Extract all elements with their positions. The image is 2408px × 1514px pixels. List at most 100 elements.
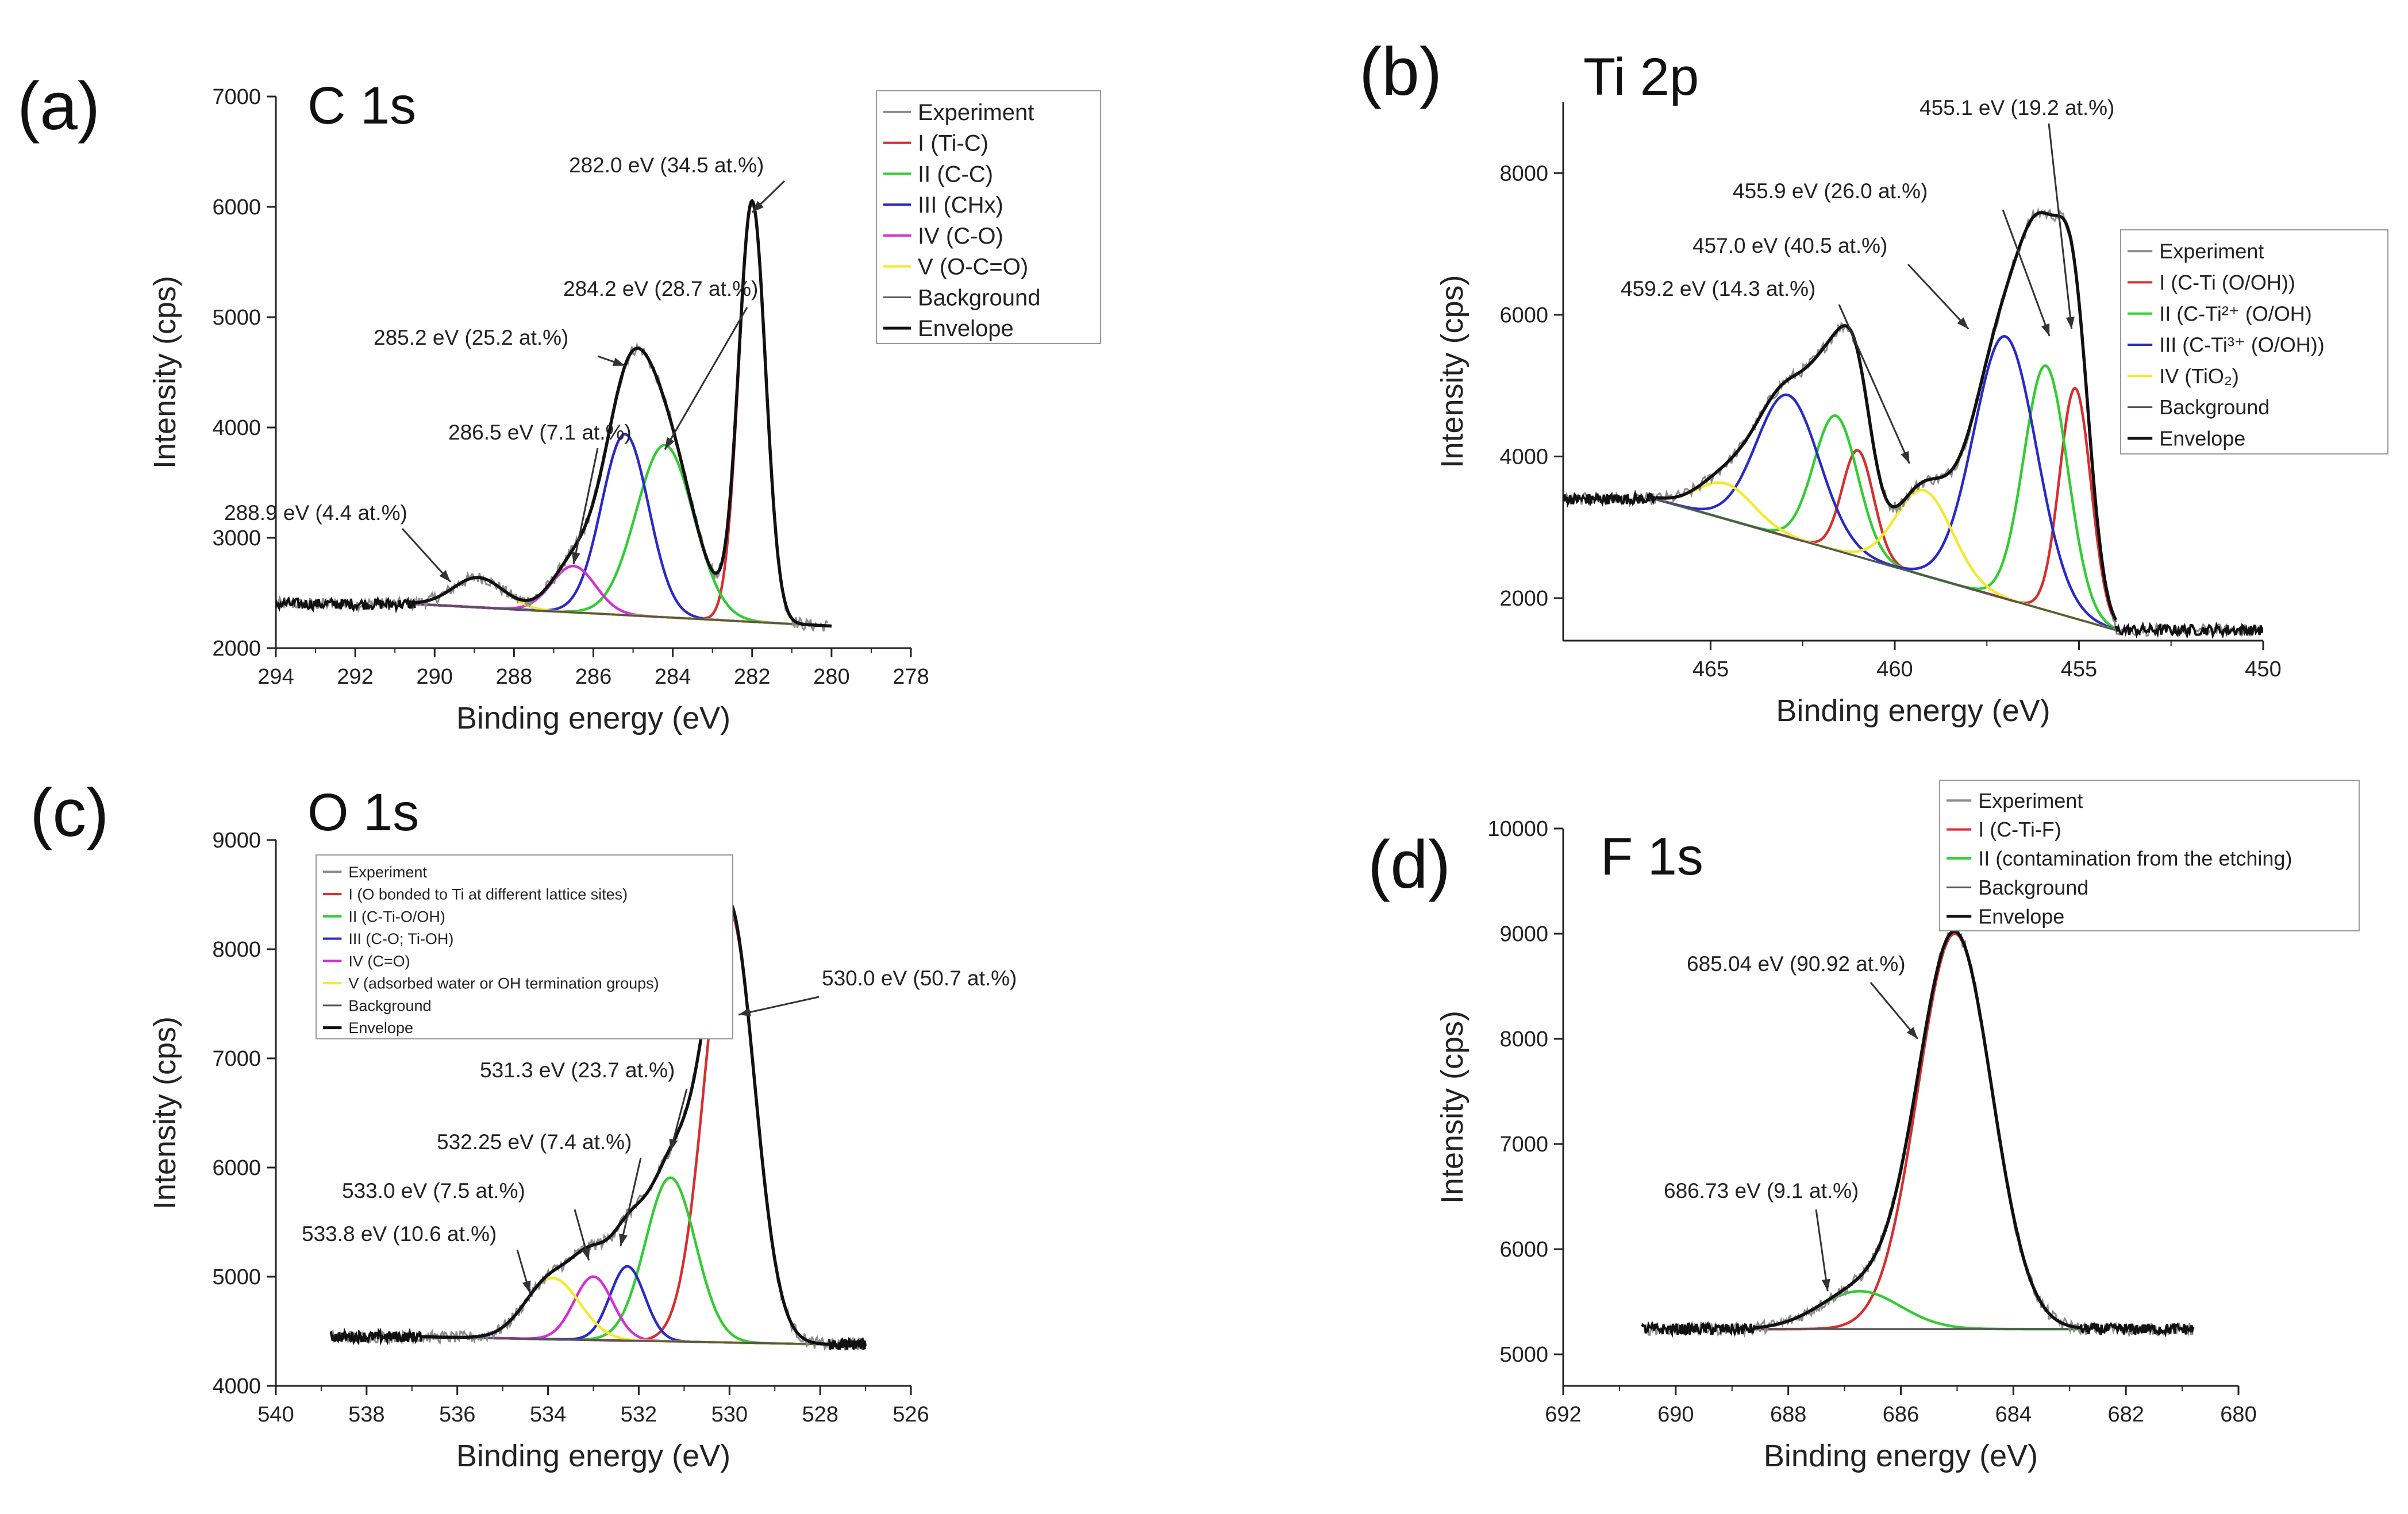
panel-label: (b): [1359, 34, 1442, 110]
x-tick-label: 284: [655, 665, 691, 689]
x-tick-label: 526: [893, 1403, 929, 1427]
x-tick-label: 540: [257, 1403, 294, 1427]
legend-box: [876, 90, 1101, 344]
peak-annotation: 533.8 eV (10.6 at.%): [302, 1222, 497, 1246]
legend-entry: V (O-C=O): [918, 255, 1028, 280]
x-tick-label: 536: [439, 1403, 475, 1427]
legend-box: [1939, 780, 2360, 931]
x-tick-label: 530: [711, 1403, 748, 1427]
x-tick-label: 280: [813, 665, 849, 689]
peak-annotation: 286.5 eV (7.1 at.%): [448, 421, 632, 444]
legend-entry: III (CHx): [918, 192, 1003, 218]
annotation-arrow: [620, 1157, 642, 1247]
annotation-arrowhead: [1821, 1278, 1830, 1292]
component-curve: [414, 564, 832, 627]
legend-entry: Envelope: [1978, 904, 2064, 928]
y-tick-label: 9000: [212, 829, 261, 853]
peak-annotation: 686.73 eV (9.1 at.%): [1664, 1179, 1859, 1203]
data-tail: [329, 1327, 422, 1346]
annotation-arrow: [738, 996, 820, 1016]
legend-box: [2120, 229, 2388, 454]
y-tick-label: 4000: [212, 1374, 261, 1399]
chart-panel-3: (c) O 1s 540 538 536 534 532 530 528 526 4000 5000 6…: [30, 775, 1017, 1473]
envelope-curve: [414, 198, 832, 628]
x-tick-label: 534: [530, 1403, 566, 1427]
legend-entry: II (C-Ti-O/OH): [348, 908, 445, 925]
legend-entry: Background: [918, 285, 1040, 310]
chart-panel-4: (d) F 1s 692 690 688 686 684 682 680 5000 6000 7000…: [1368, 780, 2360, 1473]
x-tick-label: 682: [2107, 1403, 2144, 1427]
legend-entry: I (Ti-C): [918, 131, 988, 156]
x-tick-label: 286: [575, 665, 611, 689]
legend-entry: Experiment: [918, 100, 1034, 125]
x-tick-label: 278: [893, 665, 929, 689]
annotation-arrow: [401, 527, 451, 583]
x-tick-label: 538: [348, 1403, 384, 1427]
x-tick-label: 465: [1692, 657, 1729, 681]
y-tick-label: 5000: [1499, 1343, 1548, 1367]
data-tail: [2079, 1322, 2195, 1338]
legend: Experiment I (C-Ti-F) II (contamination fr…: [1939, 780, 2360, 931]
legend: Experiment I (Ti-C) II (C-C) III (CHx) IV (C…: [876, 90, 1101, 344]
annotation-arrow: [1870, 982, 1919, 1039]
y-axis-label: Intensity (cps): [148, 276, 182, 469]
envelope-curve: [1754, 929, 2082, 1330]
x-axis-label: Binding energy (eV): [456, 701, 730, 735]
x-tick-label: 692: [1545, 1403, 1581, 1427]
annotation-arrowhead: [1906, 1027, 1918, 1039]
peak-annotation: 455.1 eV (19.2 at.%): [1920, 96, 2114, 120]
x-tick-label: 528: [802, 1403, 838, 1427]
annotation-arrowhead: [1957, 317, 1969, 329]
y-tick-label: 2000: [1499, 587, 1548, 611]
x-tick-label: 294: [257, 665, 294, 689]
envelope-curve: [421, 899, 829, 1346]
legend-entry: I (O bonded to Ti at different lattice s…: [348, 886, 628, 903]
annotation-arrowhead: [2041, 323, 2050, 336]
legend-entry: II (contamination from the etching): [1978, 847, 2292, 870]
y-tick-label: 2000: [212, 637, 261, 661]
panel-label: (a): [17, 68, 100, 144]
envelope-curve: [1655, 211, 2118, 621]
x-tick-label: 680: [2220, 1403, 2256, 1427]
data-tail: [276, 595, 416, 614]
annotation-arrowhead: [664, 437, 675, 450]
x-tick-label: 282: [734, 665, 770, 689]
y-tick-label: 6000: [1499, 1238, 1548, 1262]
legend-entry: Experiment: [2159, 240, 2264, 263]
panel-label: (c): [30, 775, 109, 851]
y-tick-label: 4000: [1499, 445, 1548, 469]
x-axis-label: Binding energy (eV): [1776, 694, 2050, 728]
peak-annotation: 533.0 eV (7.5 at.%): [342, 1179, 525, 1203]
data-tail: [1641, 1320, 1756, 1338]
x-tick-label: 455: [2061, 657, 2097, 681]
legend-entry: Background: [348, 997, 431, 1014]
component-curve: [1754, 1290, 2081, 1331]
chart-title: Ti 2p: [1583, 48, 1699, 106]
annotation-arrow: [1838, 304, 1910, 464]
legend-entry: Background: [2159, 395, 2269, 419]
legend: Experiment I (C-Ti (O/OH)) II (C-Ti²⁺ (O/O…: [2120, 229, 2388, 454]
data-tail: [2114, 621, 2263, 639]
legend-entry: IV (C-O): [918, 224, 1003, 249]
legend-entry: IV (C=O): [348, 953, 410, 970]
y-axis-label: Intensity (cps): [1435, 275, 1470, 468]
component-curve: [421, 1265, 829, 1346]
legend-entry: V (adsorbed water or OH termination grou…: [348, 975, 659, 992]
peak-annotation: 282.0 eV (34.5 at.%): [569, 153, 764, 177]
y-tick-label: 10000: [1487, 817, 1548, 841]
peak-annotation: 284.2 eV (28.7 at.%): [563, 277, 758, 301]
annotation-arrow: [2002, 209, 2051, 337]
y-tick-label: 4000: [212, 416, 261, 440]
y-axis-label: Intensity (cps): [1435, 1011, 1470, 1204]
chart-panel-1: (a) C 1s 294 292 290 288 286 284 282 280 278 2000 30…: [17, 68, 1101, 735]
plot-area: [1563, 207, 2263, 639]
y-tick-label: 6000: [212, 1156, 261, 1180]
component-curve: [414, 576, 832, 627]
experiment-curve: [1641, 923, 2195, 1338]
legend-entry: I (C-Ti (O/OH)): [2159, 271, 2295, 294]
x-tick-label: 288: [496, 665, 532, 689]
annotation-arrowhead: [439, 570, 451, 582]
y-tick-label: 7000: [212, 85, 261, 109]
legend-entry: Envelope: [348, 1019, 413, 1037]
